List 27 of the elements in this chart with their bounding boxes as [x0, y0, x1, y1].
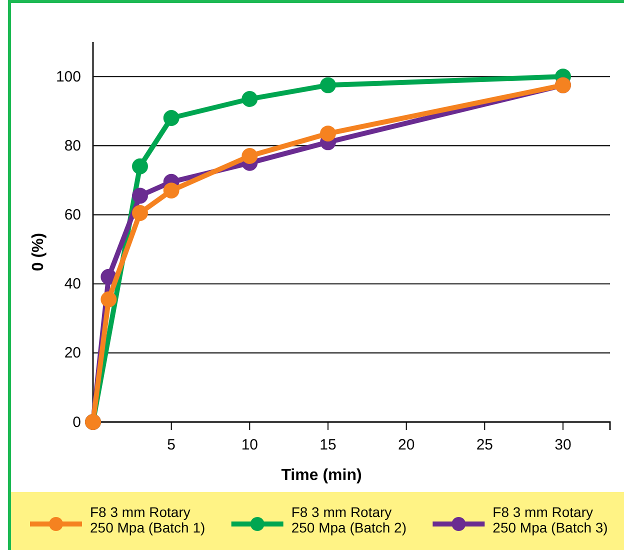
point: [320, 126, 336, 142]
y-axis-title: 0 (%): [30, 232, 47, 272]
point: [132, 158, 148, 174]
x-tick-label: 30: [554, 436, 572, 454]
y-tick-label: 80: [64, 137, 81, 154]
point: [100, 291, 117, 308]
y-tick-label: 20: [64, 344, 81, 362]
x-tick-label: 15: [320, 436, 336, 454]
point: [163, 182, 180, 199]
y-tick-label: 40: [64, 276, 81, 293]
point: [242, 91, 258, 107]
x-axis-title: Time (min): [281, 467, 362, 484]
y-tick-label: 0: [72, 414, 81, 431]
x-tick-label: 20: [398, 436, 415, 454]
point: [320, 77, 336, 94]
point: [132, 205, 148, 221]
y-tick-label: 100: [56, 68, 81, 86]
x-tick-label: 25: [476, 436, 494, 454]
legend-label: F8 3 mm Rotary 250 Mpa (Batch 2): [291, 504, 407, 536]
legend-label: F8 3 mm Rotary 250 Mpa (Batch 3): [492, 504, 608, 536]
legend-label: F8 3 mm Rotary 250 Mpa (Batch 1): [90, 504, 206, 536]
point: [242, 148, 258, 164]
y-tick-label: 60: [64, 206, 81, 224]
x-tick-label: 5: [167, 436, 176, 454]
x-tick-label: 10: [241, 436, 258, 454]
point: [132, 188, 148, 204]
point: [163, 110, 180, 126]
